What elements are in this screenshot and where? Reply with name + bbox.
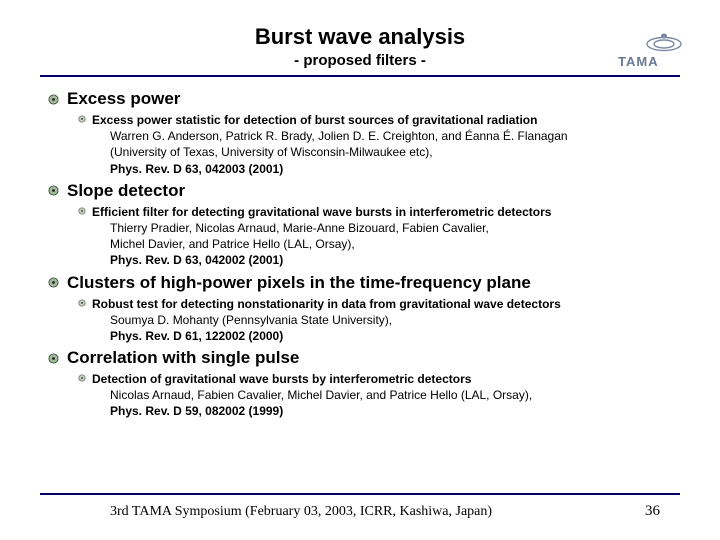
reference: Phys. Rev. D 63, 042002 (2001) <box>92 252 551 268</box>
section-body: Excess power statistic for detection of … <box>92 112 568 177</box>
reference: Phys. Rev. D 61, 122002 (2000) <box>92 328 561 344</box>
item-heading: Excess power statistic for detection of … <box>92 112 568 128</box>
slide-title: Burst wave analysis <box>40 24 680 50</box>
tama-logo: TAMA <box>616 30 688 70</box>
reference: Phys. Rev. D 63, 042003 (2001) <box>92 161 568 177</box>
reference: Phys. Rev. D 59, 082002 (1999) <box>92 403 532 419</box>
footer-text: 3rd TAMA Symposium (February 03, 2003, I… <box>110 504 492 520</box>
author-line: Thierry Pradier, Nicolas Arnaud, Marie-A… <box>92 220 551 236</box>
sub-bullet-icon <box>78 115 86 123</box>
bullet-icon <box>48 185 59 196</box>
slide-content: Excess power Excess power statistic for … <box>40 77 680 420</box>
author-line: Warren G. Anderson, Patrick R. Brady, Jo… <box>92 128 568 144</box>
sub-bullet-icon <box>78 299 86 307</box>
item-heading: Detection of gravitational wave bursts b… <box>92 371 532 387</box>
section: Clusters of high-power pixels in the tim… <box>48 273 680 345</box>
section-body: Efficient filter for detecting gravitati… <box>92 204 551 269</box>
sub-bullet-icon <box>78 207 86 215</box>
section-body: Robust test for detecting nonstationarit… <box>92 296 561 345</box>
section-title: Clusters of high-power pixels in the tim… <box>67 273 531 293</box>
author-line: Michel Davier, and Patrice Hello (LAL, O… <box>92 236 551 252</box>
section-title: Slope detector <box>67 181 185 201</box>
section-body: Detection of gravitational wave bursts b… <box>92 371 532 420</box>
slide-subtitle: - proposed filters - <box>40 52 680 69</box>
header-rule <box>40 75 680 77</box>
sub-bullet-icon <box>78 374 86 382</box>
item-heading: Robust test for detecting nonstationarit… <box>92 296 561 312</box>
slide-footer: 3rd TAMA Symposium (February 03, 2003, I… <box>0 493 720 520</box>
section: Correlation with single pulse Detection … <box>48 348 680 420</box>
author-line: Soumya D. Mohanty (Pennsylvania State Un… <box>92 312 561 328</box>
item-heading: Efficient filter for detecting gravitati… <box>92 204 551 220</box>
section-title: Excess power <box>67 89 180 109</box>
bullet-icon <box>48 94 59 105</box>
svg-text:TAMA: TAMA <box>618 54 659 69</box>
bullet-icon <box>48 353 59 364</box>
footer-rule <box>40 493 680 495</box>
page-number: 36 <box>645 503 660 520</box>
section: Excess power Excess power statistic for … <box>48 89 680 177</box>
bullet-icon <box>48 277 59 288</box>
section-title: Correlation with single pulse <box>67 348 299 368</box>
author-line: Nicolas Arnaud, Fabien Cavalier, Michel … <box>92 387 532 403</box>
section: Slope detector Efficient filter for dete… <box>48 181 680 269</box>
author-line: (University of Texas, University of Wisc… <box>92 144 568 160</box>
slide-header: Burst wave analysis - proposed filters -… <box>40 24 680 77</box>
